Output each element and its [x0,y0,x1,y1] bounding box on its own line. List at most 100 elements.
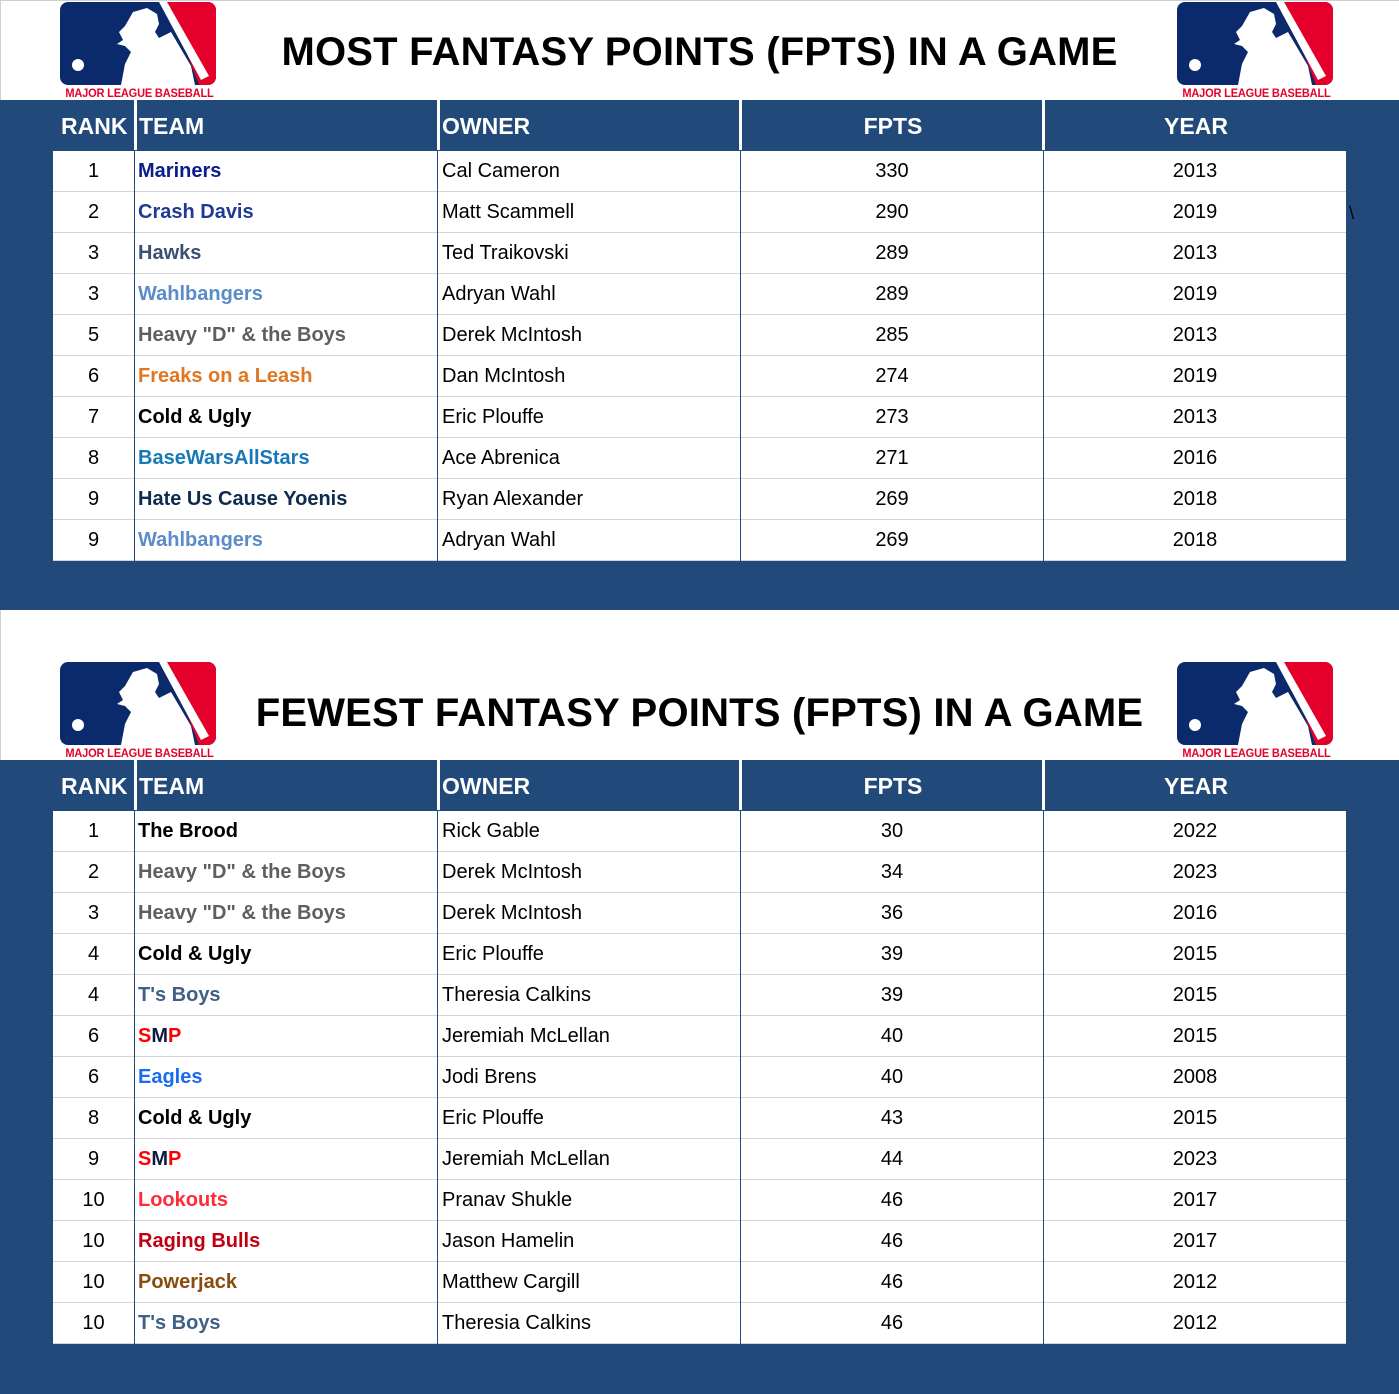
owner-cell[interactable]: Theresia Calkins [442,1312,591,1334]
year-cell[interactable]: 2015 [1172,984,1218,1006]
owner-cell[interactable]: Cal Cameron [442,160,560,182]
table-row[interactable]: 8 BaseWarsAllStars Ace Abrenica 271 2016 [53,438,1346,479]
team-cell[interactable]: SMP [138,1139,436,1180]
fpts-cell[interactable]: 39 [880,984,904,1006]
team-cell[interactable]: Cold & Ugly [138,406,252,428]
owner-cell[interactable]: Dan McIntosh [442,365,566,387]
owner-cell[interactable]: Derek McIntosh [442,861,583,883]
team-cell[interactable]: Crash Davis [138,201,254,223]
year-cell[interactable]: 2023 [1172,1148,1218,1170]
fpts-cell[interactable]: 289 [875,242,909,264]
owner-cell[interactable]: Theresia Calkins [442,984,591,1006]
year-cell[interactable]: 2012 [1172,1312,1218,1334]
column-header-rank[interactable]: RANK [61,773,128,799]
year-cell[interactable]: 2019 [1172,365,1218,387]
team-cell[interactable]: Lookouts [138,1189,228,1211]
rank-cell[interactable]: 7 [87,406,100,428]
table-row[interactable]: 10 Raging Bulls Jason Hamelin 46 2017 [53,1221,1346,1262]
year-cell[interactable]: 2013 [1172,160,1218,182]
owner-cell[interactable]: Matthew Cargill [442,1271,580,1293]
year-cell[interactable]: 2018 [1172,488,1218,510]
column-header-year[interactable]: YEAR [1164,773,1228,799]
year-cell[interactable]: 2016 [1172,902,1218,924]
rank-cell[interactable]: 10 [82,1230,105,1252]
fpts-cell[interactable]: 39 [880,943,904,965]
owner-cell[interactable]: Eric Plouffe [442,406,544,428]
table-row[interactable]: 9 Hate Us Cause Yoenis Ryan Alexander 269 20… [53,479,1346,520]
year-cell[interactable]: 2015 [1172,943,1218,965]
rank-cell[interactable]: 10 [82,1189,105,1211]
table-row[interactable]: 2 Heavy "D" & the Boys Derek McIntosh 34 202… [53,852,1346,893]
table-row[interactable]: 3 Heavy "D" & the Boys Derek McIntosh 36 201… [53,893,1346,934]
rank-cell[interactable]: 4 [87,984,100,1006]
table-row[interactable]: 10 Lookouts Pranav Shukle 46 2017 [53,1180,1346,1221]
year-cell[interactable]: 2023 [1172,861,1218,883]
fpts-cell[interactable]: 46 [880,1312,904,1334]
fpts-cell[interactable]: 43 [880,1107,904,1129]
team-cell[interactable]: Raging Bulls [138,1230,261,1252]
fpts-cell[interactable]: 46 [880,1230,904,1252]
fpts-cell[interactable]: 290 [875,201,909,223]
rank-cell[interactable]: 6 [87,1025,100,1047]
rank-cell[interactable]: 3 [87,283,100,305]
table-row[interactable]: 4 T's Boys Theresia Calkins 39 2015 [53,975,1346,1016]
team-cell[interactable]: Hate Us Cause Yoenis [138,488,348,510]
team-cell[interactable]: Heavy "D" & the Boys [138,324,346,346]
rank-cell[interactable]: 5 [87,324,100,346]
rank-cell[interactable]: 10 [82,1312,105,1334]
year-cell[interactable]: 2017 [1172,1230,1218,1252]
fpts-cell[interactable]: 46 [880,1271,904,1293]
year-cell[interactable]: 2013 [1172,406,1218,428]
team-cell[interactable]: T's Boys [138,1312,221,1334]
table-row[interactable]: 1 Mariners Cal Cameron 330 2013 [53,151,1346,192]
owner-cell[interactable]: Rick Gable [442,820,540,842]
fpts-cell[interactable]: 40 [880,1025,904,1047]
rank-cell[interactable]: 2 [87,861,100,883]
team-cell[interactable]: SMP [138,1016,436,1057]
team-cell[interactable]: Wahlbangers [138,283,263,305]
owner-cell[interactable]: Jeremiah McLellan [442,1148,610,1170]
fpts-cell[interactable]: 289 [875,283,909,305]
owner-cell[interactable]: Jason Hamelin [442,1230,575,1252]
table-row[interactable]: 1 The Brood Rick Gable 30 2022 [53,811,1346,852]
rank-cell[interactable]: 4 [87,943,100,965]
table-row[interactable]: 7 Cold & Ugly Eric Plouffe 273 2013 [53,397,1346,438]
column-header-team[interactable]: TEAM [139,113,205,139]
rank-cell[interactable]: 8 [87,1107,100,1129]
owner-cell[interactable]: Jeremiah McLellan [442,1025,610,1047]
fpts-cell[interactable]: 269 [875,488,909,510]
rank-cell[interactable]: 6 [87,365,100,387]
team-cell[interactable]: The Brood [138,820,238,842]
column-header-owner[interactable]: OWNER [442,113,531,139]
team-cell[interactable]: Eagles [138,1066,203,1088]
year-cell[interactable]: 2015 [1172,1107,1218,1129]
team-cell[interactable]: Mariners [138,160,222,182]
fpts-cell[interactable]: 30 [880,820,904,842]
column-header-fpts[interactable]: FPTS [863,113,923,139]
team-cell[interactable]: Wahlbangers [138,529,263,551]
fpts-cell[interactable]: 273 [875,406,909,428]
year-cell[interactable]: 2018 [1172,529,1218,551]
rank-cell[interactable]: 9 [87,488,100,510]
fpts-cell[interactable]: 44 [880,1148,904,1170]
table-row[interactable]: 4 Cold & Ugly Eric Plouffe 39 2015 [53,934,1346,975]
owner-cell[interactable]: Derek McIntosh [442,324,583,346]
fpts-cell[interactable]: 285 [875,324,909,346]
year-cell[interactable]: 2013 [1172,324,1218,346]
team-cell[interactable]: Hawks [138,242,202,264]
owner-cell[interactable]: Adryan Wahl [442,529,556,551]
rank-cell[interactable]: 9 [87,529,100,551]
column-header-fpts[interactable]: FPTS [863,773,923,799]
fpts-cell[interactable]: 330 [875,160,909,182]
fpts-cell[interactable]: 269 [875,529,909,551]
owner-cell[interactable]: Matt Scammell [442,201,575,223]
owner-cell[interactable]: Ted Traikovski [442,242,569,264]
team-cell[interactable]: BaseWarsAllStars [138,447,310,469]
team-cell[interactable]: T's Boys [138,984,221,1006]
year-cell[interactable]: 2015 [1172,1025,1218,1047]
team-cell[interactable]: Heavy "D" & the Boys [138,902,346,924]
team-cell[interactable]: Freaks on a Leash [138,365,313,387]
rank-cell[interactable]: 8 [87,447,100,469]
rank-cell[interactable]: 6 [87,1066,100,1088]
table-row[interactable]: 6 Eagles Jodi Brens 40 2008 [53,1057,1346,1098]
